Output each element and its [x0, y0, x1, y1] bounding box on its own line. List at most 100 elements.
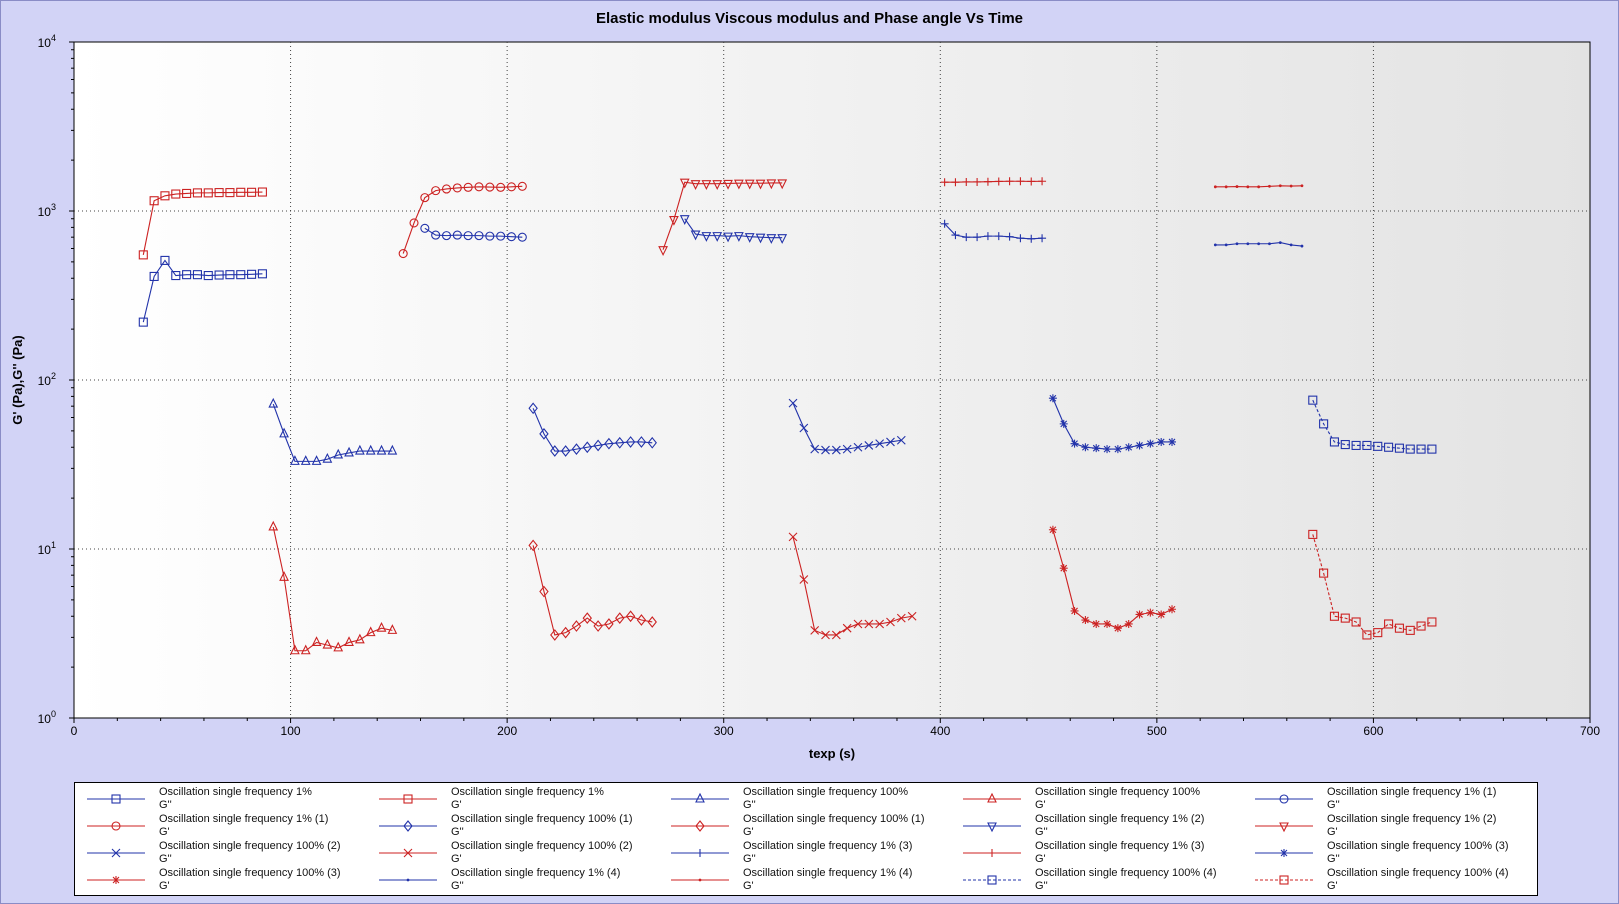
legend-label: Oscillation single frequency 1% (2) G' [1327, 813, 1496, 839]
data-point [431, 230, 441, 240]
data-point [1384, 619, 1394, 629]
legend-series-name: Oscillation single frequency 100% (2) [159, 840, 341, 852]
data-point [875, 619, 885, 629]
data-point [311, 455, 322, 465]
legend-entry: Oscillation single frequency 1% (4) G'' [375, 867, 667, 895]
data-point [1300, 184, 1304, 188]
data-point [1103, 619, 1112, 628]
legend-symbol [379, 878, 437, 882]
legend-symbol [671, 849, 729, 857]
legend-entry: Oscillation single frequency 100% (1) G'' [375, 813, 667, 841]
legend-quantity: G' [743, 826, 754, 838]
legend-entry: Oscillation single frequency 1% (2) G' [1251, 813, 1543, 841]
legend-entry: Oscillation single frequency 100% (4) G'' [959, 867, 1251, 895]
legend-label: Oscillation single frequency 100% (1) G' [743, 813, 925, 839]
data-point [1308, 395, 1318, 405]
data-point [1340, 439, 1350, 450]
data-point [1362, 630, 1372, 640]
series-3 [268, 520, 398, 655]
data-point [1416, 621, 1426, 631]
series-9 [658, 178, 788, 256]
series-1 [138, 187, 267, 260]
legend-quantity: G' [159, 826, 170, 838]
data-point [1016, 234, 1025, 243]
data-point [994, 232, 1003, 241]
data-point [1016, 177, 1025, 186]
series-5 [398, 181, 527, 259]
data-point [344, 446, 354, 457]
legend-quantity: G' [451, 853, 462, 865]
data-point [182, 188, 192, 199]
data-point [1005, 177, 1014, 186]
data-point [1278, 241, 1282, 245]
data-point [138, 317, 148, 327]
data-point [463, 231, 473, 241]
legend-entry: Oscillation single frequency 100% (4) G' [1251, 867, 1543, 895]
legend-label: Oscillation single frequency 1% (3) G'' [743, 840, 912, 866]
data-point [571, 620, 582, 632]
legend-label: Oscillation single frequency 100% (2) G' [451, 840, 633, 866]
data-point [658, 246, 668, 256]
data-point [582, 441, 592, 454]
data-point [1168, 605, 1177, 614]
x-tick-label: 600 [1363, 724, 1383, 738]
series-line [684, 218, 783, 239]
data-point [593, 439, 603, 452]
data-point [463, 182, 473, 192]
legend-marker [695, 820, 705, 832]
legend-label: Oscillation single frequency 1% (1) G'' [1327, 786, 1496, 812]
legend-quantity: G'' [743, 853, 756, 865]
legend-series-name: Oscillation single frequency 1% (4) [451, 867, 621, 879]
series-11 [788, 532, 917, 640]
data-point [679, 178, 690, 189]
data-point [550, 629, 560, 641]
series-0 [138, 255, 267, 327]
legend-symbol [671, 792, 729, 803]
data-point [744, 233, 755, 243]
legend-label: Oscillation single frequency 100% (3) G'' [1327, 840, 1509, 866]
legend-quantity: G'' [743, 799, 756, 811]
legend-symbol [87, 821, 145, 831]
data-point [506, 232, 517, 242]
data-point [907, 611, 917, 621]
data-point [365, 444, 376, 455]
series-line [532, 545, 653, 636]
legend-marker [988, 849, 996, 857]
data-point [712, 232, 723, 242]
data-point [679, 215, 690, 225]
data-point [1373, 441, 1383, 451]
data-point [940, 178, 949, 187]
data-point [983, 177, 992, 186]
legend-symbol [1255, 849, 1313, 857]
data-point [560, 626, 571, 639]
data-point [1329, 611, 1339, 621]
legend-label: Oscillation single frequency 100% (3) G' [159, 867, 341, 893]
data-point [300, 644, 311, 655]
legend-marker [111, 821, 121, 831]
data-point [951, 178, 960, 187]
data-point [821, 445, 830, 455]
legend-series-name: Oscillation single frequency 1% (2) [1327, 813, 1497, 825]
data-point [712, 180, 723, 190]
grid-lines [74, 42, 1590, 718]
legend-series-name: Oscillation single frequency 1% (3) [1035, 840, 1205, 852]
data-point [755, 233, 766, 244]
data-point [582, 612, 592, 624]
data-point [247, 187, 257, 197]
legend-series-name: Oscillation single frequency 100% (2) [451, 840, 633, 852]
legend-entry: Oscillation single frequency 100% (2) G'' [83, 840, 375, 868]
data-point [733, 232, 744, 242]
data-point [398, 249, 408, 259]
data-point [1405, 444, 1415, 454]
data-point [1308, 529, 1318, 539]
legend-series-name: Oscillation single frequency 100% [743, 786, 909, 798]
legend-series-name: Oscillation single frequency 1% (1) [159, 813, 329, 825]
legend-symbol [963, 875, 1021, 885]
data-point [528, 402, 538, 415]
data-point [940, 219, 949, 228]
x-axis-title: texp (s) [809, 746, 855, 761]
data-point [1235, 242, 1239, 246]
legend-series-name: Oscillation single frequency 100% (1) [451, 813, 633, 825]
legend-symbol [87, 876, 145, 884]
